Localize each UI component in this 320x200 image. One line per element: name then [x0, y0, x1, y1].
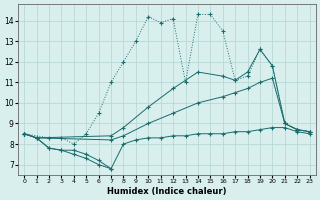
X-axis label: Humidex (Indice chaleur): Humidex (Indice chaleur): [107, 187, 227, 196]
